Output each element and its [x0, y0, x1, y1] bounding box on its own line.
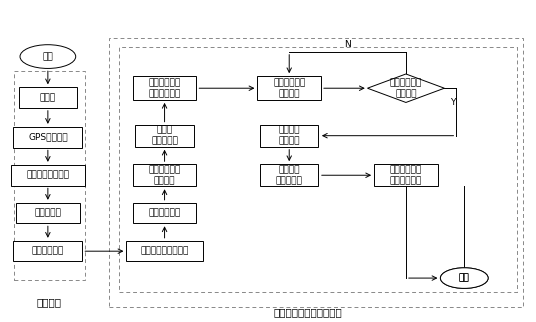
Text: 是否到达最大
迭代次数: 是否到达最大 迭代次数 — [390, 78, 422, 98]
Ellipse shape — [441, 268, 488, 289]
Text: 用原子分解法
处理故障信号: 用原子分解法 处理故障信号 — [148, 78, 181, 98]
Text: 获得信号
奇异点信息: 获得信号 奇异点信息 — [276, 165, 303, 185]
Text: 利用两端故障
时刻进行测距: 利用两端故障 时刻进行测距 — [390, 165, 422, 185]
FancyBboxPatch shape — [136, 125, 193, 147]
Text: 数据采集: 数据采集 — [37, 297, 62, 307]
Ellipse shape — [441, 268, 488, 289]
Text: 结束: 结束 — [459, 274, 470, 283]
Ellipse shape — [20, 45, 76, 69]
Polygon shape — [368, 74, 444, 102]
Text: 保存到硬盘: 保存到硬盘 — [34, 209, 61, 218]
Text: Y: Y — [450, 98, 455, 107]
FancyBboxPatch shape — [257, 76, 321, 100]
Text: 精确故障定位: 精确故障定位 — [148, 209, 181, 218]
FancyBboxPatch shape — [133, 164, 196, 186]
FancyBboxPatch shape — [133, 203, 196, 223]
Text: 采集电压电流信号: 采集电压电流信号 — [26, 171, 69, 180]
Text: 判断故障区域及相别: 判断故障区域及相别 — [140, 247, 189, 256]
Text: 开始: 开始 — [42, 52, 53, 61]
FancyBboxPatch shape — [19, 88, 77, 108]
Text: 初始化
原子库参数: 初始化 原子库参数 — [151, 126, 178, 146]
FancyBboxPatch shape — [374, 164, 438, 186]
Text: 交换对端数据: 交换对端数据 — [32, 247, 64, 256]
FancyBboxPatch shape — [126, 241, 203, 261]
FancyBboxPatch shape — [13, 241, 83, 261]
Text: 计算内积选择
匹配原子: 计算内积选择 匹配原子 — [273, 78, 306, 98]
Text: 提取故障信号
线模分量: 提取故障信号 线模分量 — [148, 165, 181, 185]
FancyBboxPatch shape — [260, 125, 318, 147]
Text: 结束: 结束 — [459, 274, 470, 283]
FancyBboxPatch shape — [11, 165, 85, 185]
Text: 初始化: 初始化 — [40, 93, 56, 102]
FancyBboxPatch shape — [260, 164, 318, 186]
Text: N: N — [344, 40, 351, 49]
Text: 故障类型相别判断及定位: 故障类型相别判断及定位 — [273, 307, 342, 317]
FancyBboxPatch shape — [133, 76, 196, 100]
FancyBboxPatch shape — [16, 203, 80, 223]
FancyBboxPatch shape — [13, 127, 83, 147]
Text: GPS精确对时: GPS精确对时 — [28, 133, 68, 142]
Text: 选择尺度
最小原子: 选择尺度 最小原子 — [279, 126, 300, 146]
